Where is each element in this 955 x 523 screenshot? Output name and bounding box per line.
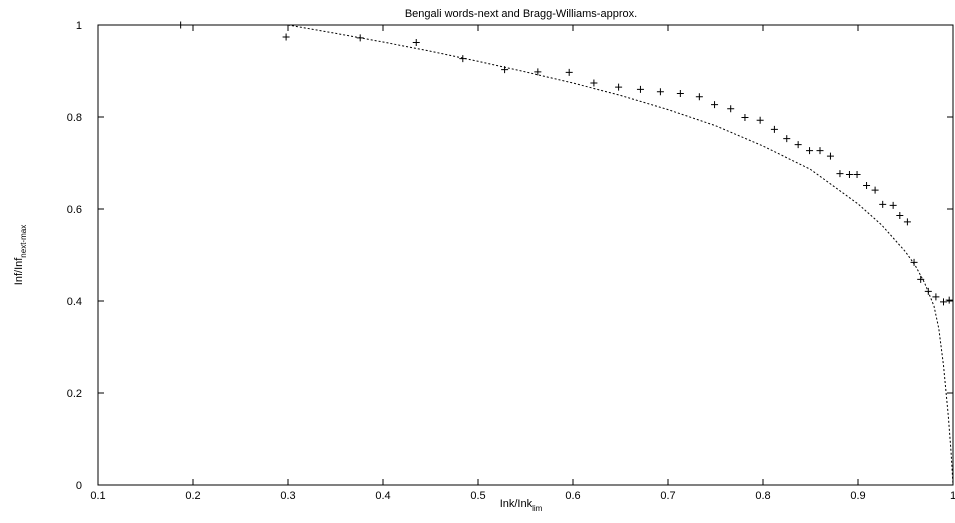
data-point-marker <box>282 33 290 41</box>
axis-ticks <box>97 24 954 486</box>
data-point-marker <box>879 200 887 208</box>
data-point-marker <box>917 275 925 283</box>
data-point-marker <box>615 83 623 91</box>
data-point-marker <box>863 182 871 190</box>
data-point-marker <box>783 135 791 143</box>
data-point-marker <box>412 38 420 46</box>
x-tick-label: 0.1 <box>90 490 105 502</box>
x-axis-label-main: Ink/Ink <box>500 498 533 510</box>
x-tick-label: 0.2 <box>185 490 200 502</box>
data-point-marker <box>816 147 824 155</box>
data-point-marker <box>806 147 814 155</box>
plot-series <box>177 21 954 486</box>
y-axis-label-sub: next-max <box>19 225 28 258</box>
data-point-marker <box>695 93 703 101</box>
data-point-marker <box>945 296 953 304</box>
axis-tick-labels: 0.1 0.2 0.3 0.4 0.5 0.6 0.7 0.8 0.9 1 0 0.2 0.4 0.6 0.… <box>67 20 955 502</box>
x-tick-label: 0.5 <box>470 490 485 502</box>
data-point-marker <box>756 116 764 124</box>
data-point-marker <box>565 68 573 76</box>
y-tick-label: 0.8 <box>67 112 82 124</box>
bragg-williams-curve <box>287 24 954 486</box>
data-point-marker <box>826 152 834 160</box>
chart-title: Bengali words-next and Bragg-Williams-ap… <box>405 8 637 20</box>
data-point-marker <box>932 293 940 301</box>
x-tick-label: 0.4 <box>375 490 390 502</box>
data-point-marker <box>940 298 947 306</box>
x-tick-label: 0.6 <box>565 490 580 502</box>
data-point-marker <box>636 85 644 93</box>
x-axis-label-sub: lim <box>532 504 543 513</box>
data-point-marker <box>741 113 749 121</box>
x-axis-label: Ink/Inklim <box>500 498 543 513</box>
x-tick-label: 0.9 <box>850 490 865 502</box>
data-point-marker <box>794 141 802 149</box>
data-point-marker <box>853 171 861 178</box>
data-point-marker <box>676 90 684 98</box>
y-tick-label: 0.6 <box>67 204 82 216</box>
y-tick-label: 0.2 <box>67 388 82 400</box>
plot-frame <box>97 24 954 486</box>
y-tick-label: 0.4 <box>67 296 82 308</box>
x-tick-label: 1 <box>950 490 955 502</box>
data-point-marker <box>871 186 879 194</box>
x-tick-label: 0.7 <box>660 490 675 502</box>
data-point-marker <box>590 79 598 87</box>
data-point-marker <box>177 21 185 29</box>
data-point-marker <box>896 211 904 219</box>
data-point-marker <box>903 218 911 226</box>
data-point-marker <box>836 170 844 178</box>
x-tick-label: 0.3 <box>280 490 295 502</box>
data-point-marker <box>711 101 719 109</box>
y-axis-label-main: Inf/Inf <box>13 257 25 285</box>
y-tick-label: 0 <box>76 480 82 492</box>
data-point-marker <box>727 105 735 113</box>
data-point-marker <box>534 68 542 76</box>
y-tick-label: 1 <box>76 20 82 32</box>
x-tick-label: 0.8 <box>755 490 770 502</box>
data-point-marker <box>770 125 778 133</box>
data-point-marker <box>910 258 918 266</box>
data-point-marker <box>845 171 853 178</box>
y-axis-label: Inf/Infnext-max <box>13 225 28 285</box>
data-point-marker <box>656 88 664 96</box>
data-point-marker <box>889 201 897 209</box>
